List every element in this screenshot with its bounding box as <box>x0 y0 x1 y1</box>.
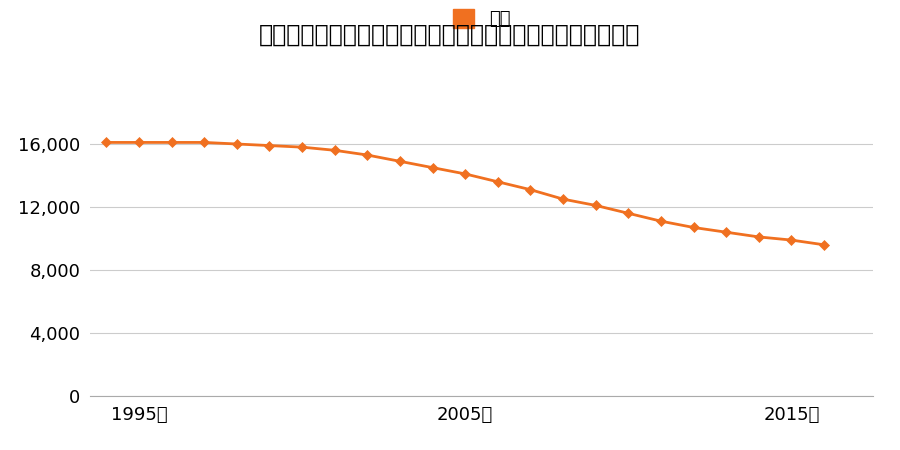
Text: 青森県北津軽郡鶴田町大字鶴田字前田３３番４７の地価推移: 青森県北津軽郡鶴田町大字鶴田字前田３３番４７の地価推移 <box>259 22 641 46</box>
価格 <box>199 140 210 145</box>
価格 <box>329 148 340 153</box>
価格 <box>819 242 830 248</box>
価格 <box>492 179 503 184</box>
価格 <box>525 187 535 193</box>
価格 <box>623 211 634 216</box>
価格 <box>166 140 177 145</box>
Line: 価格: 価格 <box>103 139 827 248</box>
価格 <box>133 140 144 145</box>
価格 <box>721 230 732 235</box>
価格 <box>297 144 308 150</box>
価格 <box>558 196 569 202</box>
価格 <box>590 202 601 208</box>
価格 <box>362 152 373 158</box>
Legend: 価格: 価格 <box>446 2 518 36</box>
価格 <box>101 140 112 145</box>
価格 <box>231 141 242 147</box>
価格 <box>460 171 471 177</box>
価格 <box>753 234 764 239</box>
価格 <box>394 158 405 164</box>
価格 <box>264 143 274 148</box>
価格 <box>655 219 666 224</box>
価格 <box>786 238 796 243</box>
価格 <box>428 165 438 171</box>
価格 <box>688 225 699 230</box>
